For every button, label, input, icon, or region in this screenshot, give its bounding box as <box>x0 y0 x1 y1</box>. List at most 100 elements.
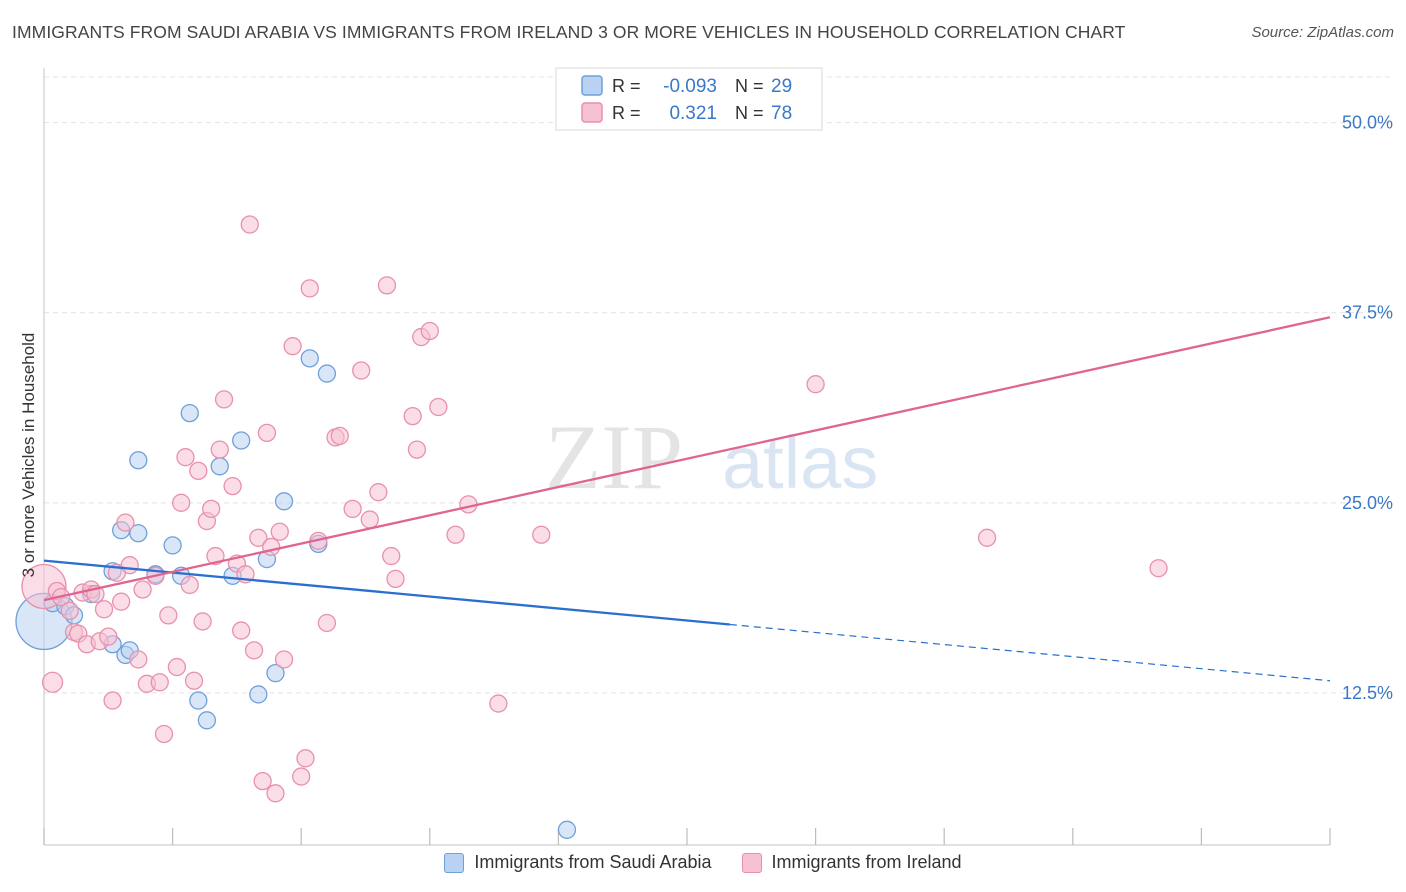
saudi-arabia-point <box>266 664 285 683</box>
ireland-point <box>446 525 465 544</box>
legend-n-value-1: 29 <box>771 76 792 97</box>
saudi-arabia-point <box>189 691 208 710</box>
saudi-arabia-point <box>210 457 229 476</box>
saudi-arabia-point <box>163 536 182 555</box>
saudi-arabia-point <box>249 685 268 704</box>
ireland-point <box>429 397 448 417</box>
legend-swatch-ireland <box>581 102 603 123</box>
saudi-arabia-point <box>129 451 148 470</box>
chart-title: IMMIGRANTS FROM SAUDI ARABIA VS IMMIGRAN… <box>12 22 1126 42</box>
legend-item-ireland[interactable]: Immigrants from Ireland <box>741 852 962 873</box>
saudi-arabia-trend-line <box>43 559 730 626</box>
legend-r-value-2: 0.321 <box>669 103 717 124</box>
legend-label-ireland: Immigrants from Ireland <box>771 852 962 872</box>
legend-swatch-saudi-arabia <box>444 852 465 873</box>
ireland-point <box>223 476 242 496</box>
ireland-point <box>317 613 337 633</box>
ireland-point <box>257 423 277 443</box>
trend-lines <box>43 316 1331 682</box>
ireland-point <box>283 337 302 356</box>
saudi-arabia-point <box>180 403 199 423</box>
ireland-point <box>60 601 79 620</box>
saudi-arabia-point <box>557 820 577 839</box>
ireland-point <box>296 749 315 768</box>
scatter-plot: ZIP atlas 12.5%25.0%37.5%50.0%0.0%15.0% … <box>15 67 1393 846</box>
ireland-point <box>116 513 135 532</box>
ireland-point <box>253 771 272 791</box>
saudi-arabia-point <box>274 492 294 511</box>
legend-swatch-ireland-bottom <box>741 852 762 873</box>
ireland-point <box>386 569 405 589</box>
ireland-point <box>1149 559 1168 578</box>
chart-source: Source: ZipAtlas.com <box>1251 24 1394 41</box>
ireland-point <box>532 525 551 544</box>
ireland-point <box>420 321 439 341</box>
legend-r-label-1: R = <box>612 76 641 96</box>
ireland-point <box>270 522 289 541</box>
watermark-zip: ZIP <box>545 406 683 508</box>
y-tick-label: 37.5% <box>1342 303 1393 323</box>
ireland-trend-line <box>43 316 1331 602</box>
y-tick-label: 12.5% <box>1342 683 1393 703</box>
legend-label-saudi-arabia: Immigrants from Saudi Arabia <box>474 852 712 872</box>
ireland-point <box>403 406 422 426</box>
saudi-arabia-point <box>317 364 337 383</box>
ireland-point <box>167 657 187 677</box>
tick-labels: 12.5%25.0%37.5%50.0%0.0%15.0% <box>1342 113 1393 703</box>
ireland-point <box>180 575 199 595</box>
ireland-point <box>202 499 221 519</box>
saudi-arabia-point <box>300 349 319 368</box>
legend-item-saudi-arabia[interactable]: Immigrants from Saudi Arabia <box>444 852 712 873</box>
legend-n-label-2: N = <box>735 103 764 123</box>
ireland-point <box>377 276 397 295</box>
y-tick-label: 50.0% <box>1342 113 1393 133</box>
series-legend: Immigrants from Saudi Arabia Immigrants … <box>0 852 1406 873</box>
ireland-point <box>360 510 379 529</box>
ireland-point <box>41 671 64 693</box>
ireland-point <box>133 580 152 599</box>
ireland-point <box>266 784 285 803</box>
ireland-point <box>112 592 131 611</box>
correlation-legend: R = -0.093 N = 29 R = 0.321 N = 78 <box>555 67 823 131</box>
ireland-point <box>103 691 122 710</box>
ireland-point <box>210 440 229 459</box>
ireland-point <box>806 375 825 394</box>
ireland-point <box>249 528 268 547</box>
saudi-arabia-point <box>129 524 148 543</box>
legend-n-label-1: N = <box>735 76 764 96</box>
axes <box>43 68 1331 846</box>
ireland-point <box>977 528 997 547</box>
ireland-point <box>120 556 139 575</box>
saudi-arabia-trend-line-extrapolated <box>729 623 1331 682</box>
ireland-point <box>150 673 169 692</box>
ireland-point <box>343 499 362 519</box>
ireland-point <box>352 361 371 380</box>
ireland-point <box>154 724 174 744</box>
ireland-point <box>159 606 178 625</box>
watermark: ZIP atlas <box>545 406 878 508</box>
ireland-point <box>369 483 388 502</box>
ireland-point <box>292 767 311 786</box>
ireland-point <box>244 641 264 660</box>
y-axis-label: 3 or more Vehicles in Household <box>19 333 38 578</box>
ireland-point <box>407 440 427 459</box>
legend-swatch-saudi <box>581 75 603 96</box>
ireland-point <box>99 627 118 646</box>
series-ireland-points <box>21 215 1168 803</box>
ireland-point <box>262 537 281 557</box>
saudi-arabia-point <box>197 711 217 730</box>
ireland-point <box>382 546 401 566</box>
y-tick-label: 25.0% <box>1342 493 1393 513</box>
ireland-point <box>184 671 204 690</box>
ireland-point <box>176 448 195 467</box>
ireland-point <box>94 600 114 619</box>
legend-r-value-1: -0.093 <box>663 76 717 97</box>
ireland-point <box>232 621 251 640</box>
ireland-point <box>206 546 225 566</box>
ireland-point <box>274 650 294 669</box>
legend-r-label-2: R = <box>612 103 641 123</box>
ireland-point <box>330 426 349 446</box>
legend-n-value-2: 78 <box>771 103 792 124</box>
saudi-arabia-point <box>232 431 251 450</box>
ireland-point <box>214 390 234 409</box>
